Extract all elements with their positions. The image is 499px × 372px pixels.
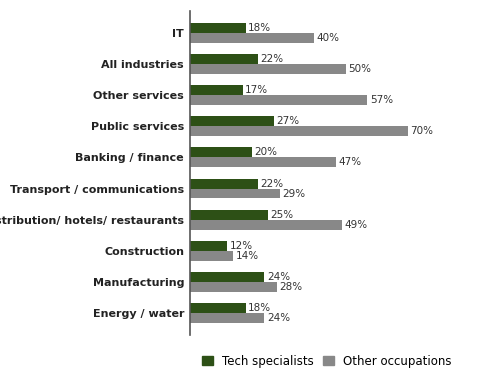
Text: 25%: 25% <box>270 210 293 220</box>
Text: 24%: 24% <box>267 313 290 323</box>
Text: 40%: 40% <box>317 33 340 43</box>
Bar <box>190 95 367 105</box>
Text: 47%: 47% <box>339 157 362 167</box>
Bar <box>190 272 264 282</box>
Text: 14%: 14% <box>236 251 259 261</box>
Text: 20%: 20% <box>254 147 277 157</box>
Bar <box>190 126 408 136</box>
Bar <box>190 251 234 261</box>
Text: 22%: 22% <box>260 54 284 64</box>
Bar <box>190 303 246 313</box>
Bar <box>190 313 264 323</box>
Bar <box>190 241 227 251</box>
Bar <box>190 116 274 126</box>
Legend: Tech specialists, Other occupations: Tech specialists, Other occupations <box>202 355 452 368</box>
Text: 50%: 50% <box>348 64 371 74</box>
Bar <box>190 219 342 230</box>
Text: 17%: 17% <box>245 85 268 95</box>
Text: 28%: 28% <box>279 282 302 292</box>
Text: 18%: 18% <box>248 303 271 313</box>
Text: 24%: 24% <box>267 272 290 282</box>
Bar <box>190 147 252 157</box>
Text: 57%: 57% <box>370 95 393 105</box>
Text: 22%: 22% <box>260 179 284 189</box>
Bar <box>190 54 258 64</box>
Text: 29%: 29% <box>282 189 306 199</box>
Bar <box>190 23 246 33</box>
Bar <box>190 85 243 95</box>
Bar <box>190 64 345 74</box>
Bar <box>190 282 277 292</box>
Bar <box>190 179 258 189</box>
Bar <box>190 157 336 167</box>
Bar <box>190 189 280 199</box>
Bar <box>190 33 314 43</box>
Text: 27%: 27% <box>276 116 299 126</box>
Bar <box>190 210 267 219</box>
Text: 12%: 12% <box>230 241 252 251</box>
Text: 49%: 49% <box>345 219 368 230</box>
Text: 70%: 70% <box>410 126 434 136</box>
Text: 18%: 18% <box>248 23 271 33</box>
